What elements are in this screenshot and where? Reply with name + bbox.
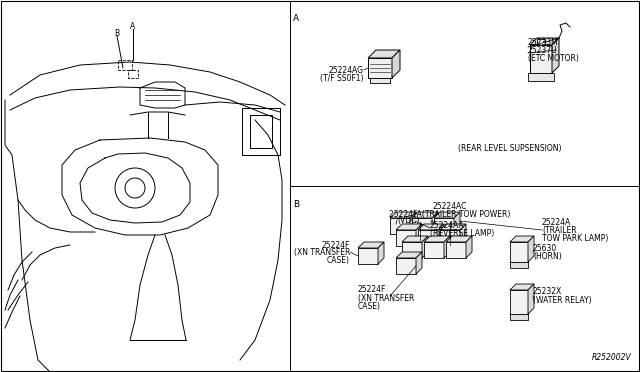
Text: TOW PARK LAMP): TOW PARK LAMP) (542, 234, 609, 243)
Polygon shape (438, 224, 444, 246)
Text: R252002V: R252002V (592, 353, 632, 362)
Polygon shape (418, 224, 444, 230)
Polygon shape (390, 212, 416, 218)
Polygon shape (446, 236, 472, 242)
Text: 25630: 25630 (533, 244, 557, 253)
Text: CASE): CASE) (358, 301, 381, 311)
Bar (434, 218, 454, 234)
Text: (REAR LEVEL SUPSENSION): (REAR LEVEL SUPSENSION) (458, 144, 562, 153)
Text: (WATER RELAY): (WATER RELAY) (533, 295, 591, 305)
Polygon shape (396, 252, 422, 258)
Polygon shape (416, 252, 422, 274)
Text: 25232X: 25232X (533, 288, 563, 296)
Polygon shape (402, 236, 428, 242)
Text: 25224A: 25224A (542, 218, 572, 227)
Text: (REVERSE LAMP): (REVERSE LAMP) (430, 228, 494, 237)
Text: (TRAILER: (TRAILER (542, 225, 577, 234)
Bar (358, 248, 378, 264)
Polygon shape (432, 212, 438, 234)
Polygon shape (466, 236, 472, 258)
Bar (510, 242, 528, 262)
Polygon shape (378, 242, 384, 264)
Bar (440, 230, 460, 246)
Bar (537, 39, 545, 45)
Bar (510, 262, 528, 268)
Text: 25224F: 25224F (322, 241, 350, 250)
Text: (ETC MOTOR): (ETC MOTOR) (528, 54, 579, 62)
Bar (396, 258, 416, 274)
Text: 25224F: 25224F (358, 285, 387, 295)
Text: 25224FA(TRAILER TOW POWER): 25224FA(TRAILER TOW POWER) (389, 209, 511, 218)
Bar (370, 78, 390, 83)
Polygon shape (422, 236, 428, 258)
Polygon shape (396, 224, 422, 230)
Bar (118, 60, 132, 70)
Polygon shape (392, 50, 400, 78)
Bar (528, 73, 554, 81)
Bar (446, 242, 466, 258)
Polygon shape (434, 212, 460, 218)
Text: 25233M: 25233M (528, 38, 559, 46)
Text: A: A (131, 22, 136, 31)
Text: 25224AG: 25224AG (329, 65, 364, 74)
Polygon shape (410, 212, 416, 234)
Text: 25224AA: 25224AA (430, 221, 465, 230)
Polygon shape (552, 38, 559, 73)
Bar (412, 218, 432, 234)
Polygon shape (368, 50, 400, 58)
Polygon shape (440, 224, 466, 230)
Bar (396, 230, 416, 246)
Text: (VDC): (VDC) (397, 215, 419, 224)
Bar (128, 70, 138, 78)
Polygon shape (424, 236, 450, 242)
Bar (530, 45, 552, 73)
Text: A: A (293, 14, 299, 23)
Text: (T/F SS0F1): (T/F SS0F1) (321, 74, 364, 83)
Text: 25237U: 25237U (528, 45, 557, 55)
Bar (424, 242, 444, 258)
Polygon shape (444, 236, 450, 258)
Text: (XN TRANSFER: (XN TRANSFER (294, 248, 350, 257)
Polygon shape (510, 284, 534, 290)
Bar (390, 218, 410, 234)
Bar (368, 58, 392, 78)
Text: 25224AC: 25224AC (433, 202, 467, 211)
Polygon shape (530, 38, 559, 45)
Polygon shape (510, 236, 534, 242)
Bar (402, 242, 422, 258)
Polygon shape (412, 212, 438, 218)
Bar (510, 314, 528, 320)
Text: B: B (115, 29, 120, 38)
Polygon shape (528, 284, 534, 314)
Polygon shape (460, 224, 466, 246)
Polygon shape (454, 212, 460, 234)
Bar (418, 230, 438, 246)
Polygon shape (528, 236, 534, 262)
Bar (510, 290, 528, 314)
Polygon shape (416, 224, 422, 246)
Text: (XN TRANSFER: (XN TRANSFER (358, 294, 414, 302)
Text: (HORN): (HORN) (533, 251, 562, 260)
Text: B: B (293, 200, 299, 209)
Text: CASE): CASE) (327, 257, 350, 266)
Polygon shape (358, 242, 384, 248)
